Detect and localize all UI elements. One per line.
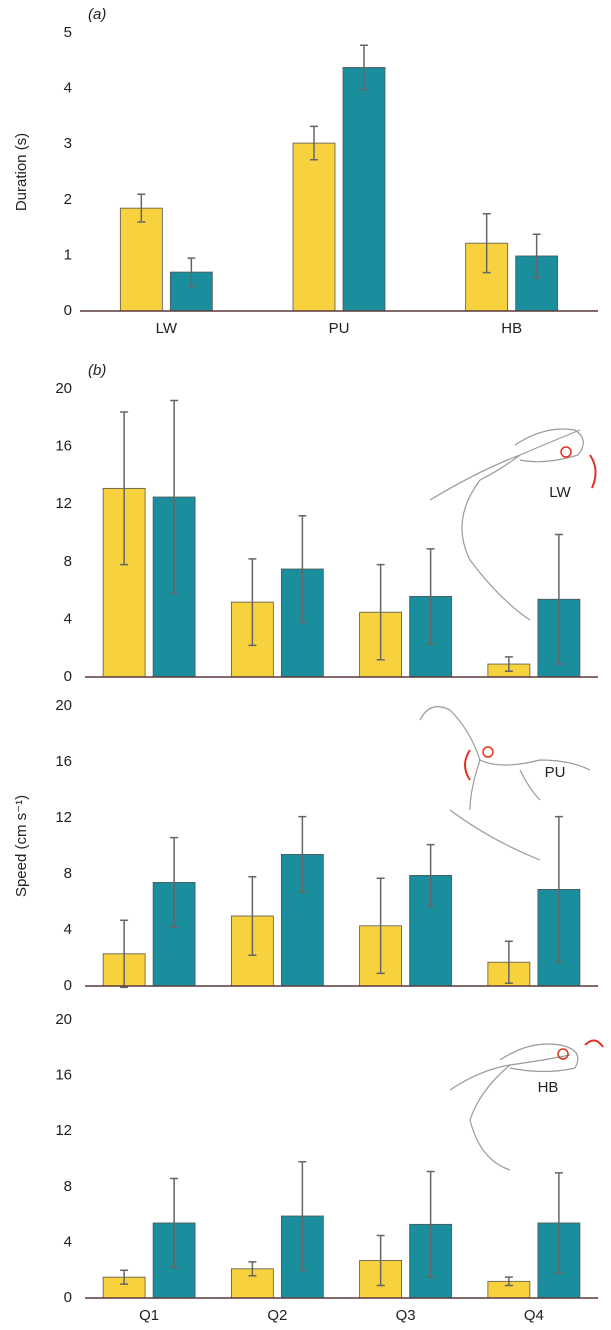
error-bar [120,919,129,989]
error-bar [554,815,563,963]
error-bar [187,257,196,287]
annotation: LW [549,484,571,501]
error-bar [310,125,318,161]
error-bar [170,836,179,928]
y-tick-label: 8 [64,865,72,882]
y-tick-label: 0 [64,977,72,994]
y-tick-label: 4 [64,1233,72,1250]
y-axis-label: Duration (s) [13,133,30,211]
x-tick-label: Q4 [524,1307,544,1324]
y-tick-label: 20 [55,697,72,714]
error-bar [120,1269,129,1285]
annotation: PU [545,764,566,781]
error-bar [504,940,513,984]
y-tick-label: 8 [64,1178,72,1195]
y-tick-label: 4 [64,921,72,938]
y-tick-label: 20 [55,380,72,397]
error-bar [298,514,307,624]
y-tick-label: 16 [55,1067,72,1084]
x-tick-label: HB [501,320,522,337]
error-bar [426,548,435,645]
y-tick-label: 20 [55,1011,72,1028]
error-bar [248,876,257,956]
y-tick-label: 16 [55,438,72,455]
y-tick-label: 5 [64,24,72,41]
panel-label: (a) [88,6,106,23]
error-bar [482,212,491,274]
y-tick-label: 0 [64,302,72,319]
x-tick-label: Q1 [139,1307,159,1324]
y-tick-label: 12 [55,809,72,826]
bar [119,207,163,312]
y-tick-label: 12 [55,495,72,512]
x-tick-label: PU [329,320,350,337]
y-tick-label: 3 [64,135,72,152]
error-bar [426,843,435,907]
bar [342,67,386,312]
bar [292,142,336,312]
y-tick-label: 4 [64,80,72,97]
y-tick-label: 0 [64,668,72,685]
y-tick-label: 4 [64,610,72,627]
panel-label: (b) [88,362,106,379]
y-tick-label: 0 [64,1289,72,1306]
y-axis-label: Speed (cm s⁻¹) [13,795,30,897]
error-bar [532,233,541,279]
error-bar [554,1172,563,1274]
y-tick-label: 16 [55,753,72,770]
x-tick-label: Q2 [267,1307,287,1324]
error-bar [504,1276,513,1287]
error-bar [554,533,563,665]
error-bar [376,1234,385,1287]
error-bar [360,44,368,91]
error-bar [426,1170,435,1278]
error-bar [298,815,307,893]
error-bar [137,193,146,223]
x-tick-label: Q3 [396,1307,416,1324]
y-tick-label: 1 [64,246,72,263]
error-bar [376,877,385,975]
y-tick-label: 12 [55,1122,72,1139]
error-bar [170,1177,179,1269]
annotation: HB [538,1079,559,1096]
error-bar [504,656,513,672]
y-tick-label: 8 [64,553,72,570]
error-bar [248,1261,257,1277]
error-bar [170,399,179,595]
error-bar [376,563,385,661]
y-tick-label: 2 [64,191,72,208]
x-tick-label: LW [156,320,178,337]
error-bar [120,411,129,566]
error-bar [298,1161,307,1271]
error-bar [248,558,257,647]
lizard-sketch [419,428,604,1171]
